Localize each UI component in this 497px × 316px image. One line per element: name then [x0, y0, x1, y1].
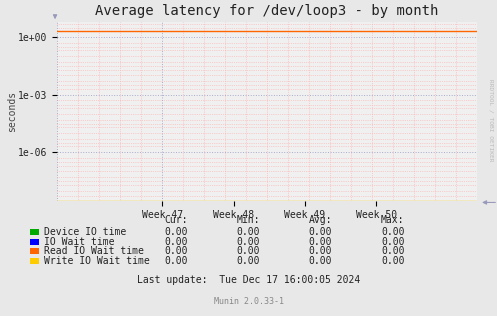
Text: Last update:  Tue Dec 17 16:00:05 2024: Last update: Tue Dec 17 16:00:05 2024 [137, 275, 360, 285]
Title: Average latency for /dev/loop3 - by month: Average latency for /dev/loop3 - by mont… [95, 4, 439, 18]
Text: 0.00: 0.00 [309, 237, 332, 247]
Text: RRDTOOL / TOBI OETIKER: RRDTOOL / TOBI OETIKER [489, 79, 494, 161]
Text: 0.00: 0.00 [309, 227, 332, 237]
Text: IO Wait time: IO Wait time [44, 237, 114, 247]
Text: 0.00: 0.00 [381, 237, 405, 247]
Y-axis label: seconds: seconds [6, 91, 17, 132]
Text: Device IO time: Device IO time [44, 227, 126, 237]
Text: Write IO Wait time: Write IO Wait time [44, 256, 150, 266]
Text: 0.00: 0.00 [237, 237, 260, 247]
Text: Min:: Min: [237, 215, 260, 225]
Text: 0.00: 0.00 [237, 246, 260, 256]
Text: 0.00: 0.00 [165, 246, 188, 256]
Text: 0.00: 0.00 [381, 256, 405, 266]
Text: 0.00: 0.00 [381, 227, 405, 237]
Text: 0.00: 0.00 [381, 246, 405, 256]
Text: 0.00: 0.00 [237, 256, 260, 266]
Text: 0.00: 0.00 [309, 246, 332, 256]
Text: Read IO Wait time: Read IO Wait time [44, 246, 144, 256]
Text: 0.00: 0.00 [165, 227, 188, 237]
Text: Cur:: Cur: [165, 215, 188, 225]
Text: Avg:: Avg: [309, 215, 332, 225]
Text: 0.00: 0.00 [309, 256, 332, 266]
Text: 0.00: 0.00 [165, 256, 188, 266]
Text: 0.00: 0.00 [237, 227, 260, 237]
Text: 0.00: 0.00 [165, 237, 188, 247]
Text: Munin 2.0.33-1: Munin 2.0.33-1 [214, 297, 283, 306]
Text: Max:: Max: [381, 215, 405, 225]
